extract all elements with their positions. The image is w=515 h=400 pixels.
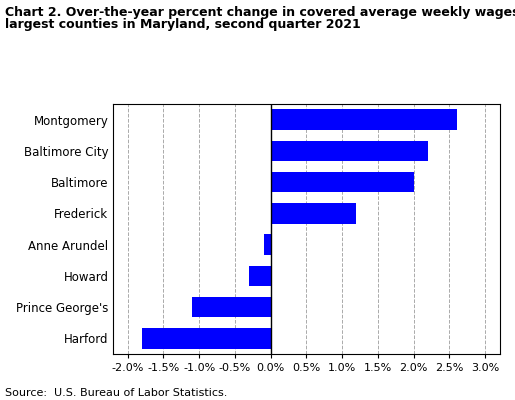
Bar (142, 328, 271, 348)
Bar (271, 141, 428, 161)
Bar (192, 297, 271, 317)
Text: Chart 2. Over-the-year percent change in covered average weekly wages among the: Chart 2. Over-the-year percent change in… (5, 6, 515, 19)
Bar (271, 172, 414, 192)
Text: Source:  U.S. Bureau of Labor Statistics.: Source: U.S. Bureau of Labor Statistics. (5, 388, 228, 398)
Bar (249, 266, 271, 286)
Bar (271, 203, 356, 224)
Bar (271, 110, 457, 130)
Bar (264, 234, 271, 255)
Text: largest counties in Maryland, second quarter 2021: largest counties in Maryland, second qua… (5, 18, 361, 31)
